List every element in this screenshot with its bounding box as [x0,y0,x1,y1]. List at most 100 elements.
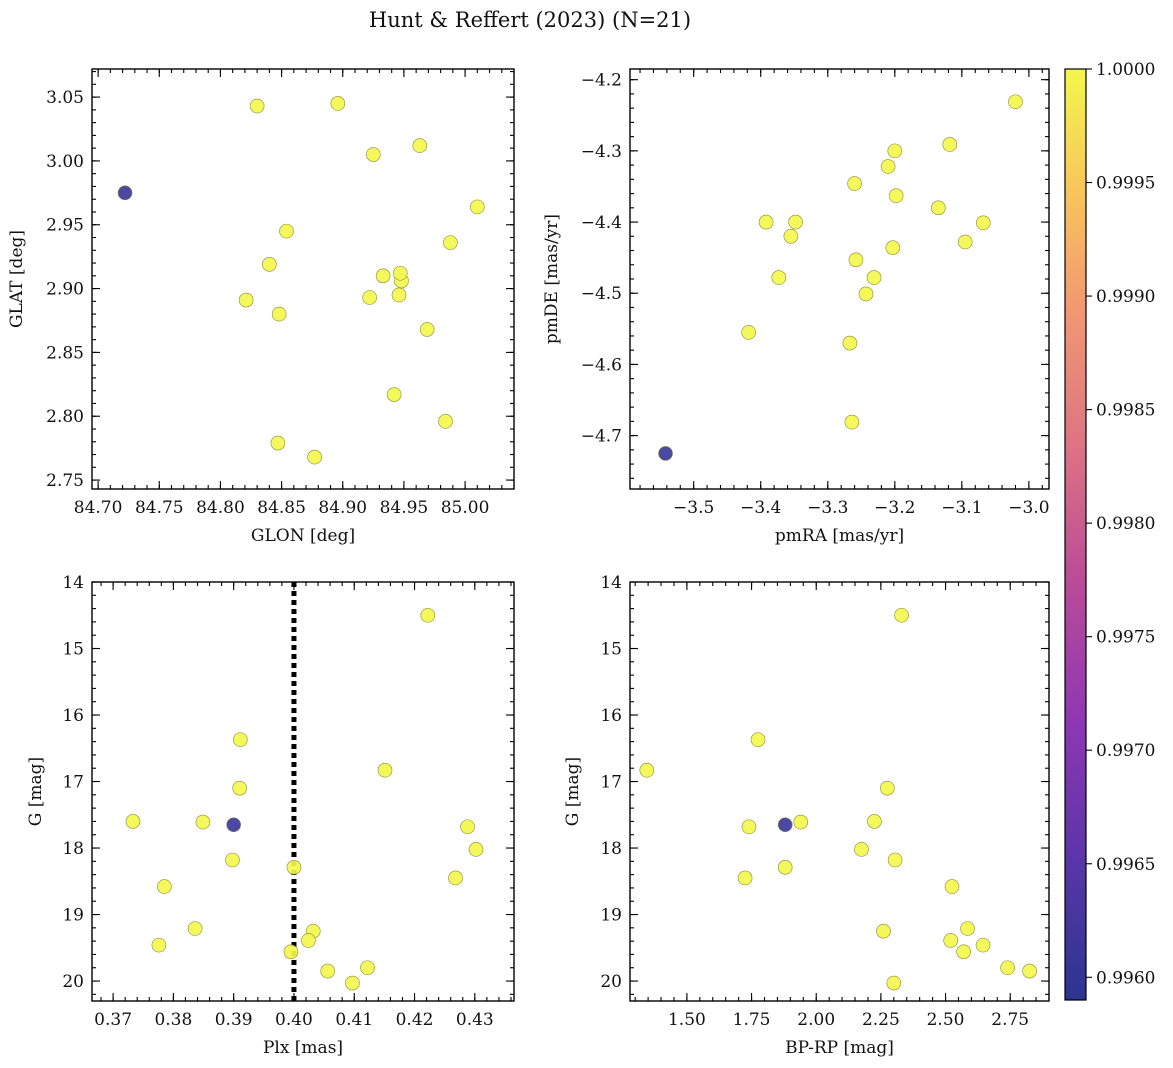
data-point [943,933,959,948]
data-point [783,228,799,244]
y-tick-label: 15 [600,640,622,660]
data-point [960,921,975,936]
x-tick-label: 84.80 [196,498,245,518]
data-point [330,96,346,111]
x-tick-label: 0.41 [335,1010,373,1030]
data-point [750,732,766,747]
data-point [854,842,869,857]
y-tick-label: 19 [62,906,84,926]
x-axis-label: GLON [deg] [251,526,355,546]
y-tick-label: 16 [62,706,84,726]
data-point [412,138,428,153]
data-point [232,780,247,796]
x-tick-label: 0.43 [456,1010,494,1030]
x-tick-label: 84.70 [74,498,123,518]
data-point [271,306,287,322]
x-tick-label: −3.1 [941,498,982,518]
data-point [438,414,453,429]
data-point [886,975,902,991]
y-tick-label: 14 [600,573,622,593]
data-point [866,270,882,285]
data-point [249,98,265,114]
data-point [125,814,141,829]
y-axis-label: G [mag] [563,757,583,826]
y-axis-label: pmDE [mas/yr] [542,214,562,344]
data-point [360,960,375,976]
data-point [392,265,408,281]
colorbar-tick-label: 0.9985 [1096,401,1155,421]
x-tick-label: −3.5 [673,498,714,518]
x-tick-label: 0.38 [154,1010,192,1030]
x-tick-label: −3.4 [740,498,781,518]
colorbar-tick-label: 0.9960 [1096,968,1155,988]
colorbar-tick-label: 0.9970 [1096,741,1155,761]
x-tick-label: 2.00 [797,1010,835,1030]
y-tick-label: 20 [62,972,84,992]
x-tick-label: 0.37 [94,1010,132,1030]
data-point [391,287,407,303]
data-point [345,975,360,991]
x-tick-label: 84.85 [257,498,306,518]
data-point [975,937,991,953]
y-tick-label: 18 [600,839,622,859]
x-tick-label: −3.3 [807,498,848,518]
data-point [283,944,299,960]
panel-glon-glat: 84.70 84.75 84.80 84.85 84.90 84.95 85.00 2.75 2… [7,68,515,546]
data-point [377,762,393,778]
panel-bprp-g: 1.50 1.75 2.00 2.25 2.50 2.75 14 15 16 17 18 19 20 BP… [563,573,1050,1058]
data-point [151,937,167,953]
x-axis-label: pmRA [mas/yr] [775,526,904,546]
data-point [117,185,133,201]
y-tick-label: −4.5 [581,284,622,304]
x-tick-label: 84.90 [318,498,367,518]
data-point [443,235,458,250]
data-point [894,607,909,623]
colorbar-tick-label: 0.9965 [1096,855,1155,875]
y-tick-label: −4.2 [581,71,622,91]
data-point [887,143,903,159]
data-point [279,223,294,239]
data-point [976,215,991,231]
colorbar-tick-label: 0.9975 [1096,628,1155,648]
y-tick-label: 15 [62,640,84,660]
y-tick-label: −4.4 [581,213,622,233]
data-point [658,446,673,461]
x-tick-label: 0.40 [275,1010,313,1030]
data-point [777,817,793,833]
data-point [858,286,874,302]
x-tick-label: 2.75 [991,1010,1029,1030]
x-tick-label: 0.42 [396,1010,434,1030]
axes-frame [91,581,515,1002]
colorbar-tick-label: 1.0000 [1096,60,1155,80]
data-point [470,199,485,215]
colorbar-tick-label: 0.9995 [1096,174,1155,194]
axes-frame [629,68,1050,490]
data-point [944,879,960,894]
data-point [286,860,302,875]
data-point [957,234,973,250]
data-point [847,176,862,191]
x-axis-label: BP-RP [mag] [785,1038,894,1058]
colorbar-tick-label: 0.9990 [1096,287,1155,307]
data-point [270,435,286,451]
y-tick-label: 17 [600,773,622,793]
data-point [195,814,211,830]
data-point [777,860,793,875]
y-tick-label: −4.6 [581,355,622,375]
panel-plx-g: 0.37 0.38 0.39 0.40 0.41 0.42 0.43 14 15 16 17 18 19… [26,573,515,1058]
y-tick-label: 17 [62,773,84,793]
colorbar-ticks: 0.9960 0.9965 0.9970 0.9975 0.9980 0.9985 0.99… [1086,60,1155,988]
data-point [366,147,381,162]
y-tick-label: 19 [600,906,622,926]
colorbar-tick-label: 0.9980 [1096,514,1155,534]
x-tick-label: 1.50 [668,1010,706,1030]
data-point [931,200,946,216]
data-point [639,762,655,778]
y-tick-label: −4.7 [581,427,622,447]
axes-frame [91,68,515,490]
data-point [758,214,774,230]
data-point [157,879,172,894]
data-point [888,188,904,204]
data-point [842,335,858,351]
